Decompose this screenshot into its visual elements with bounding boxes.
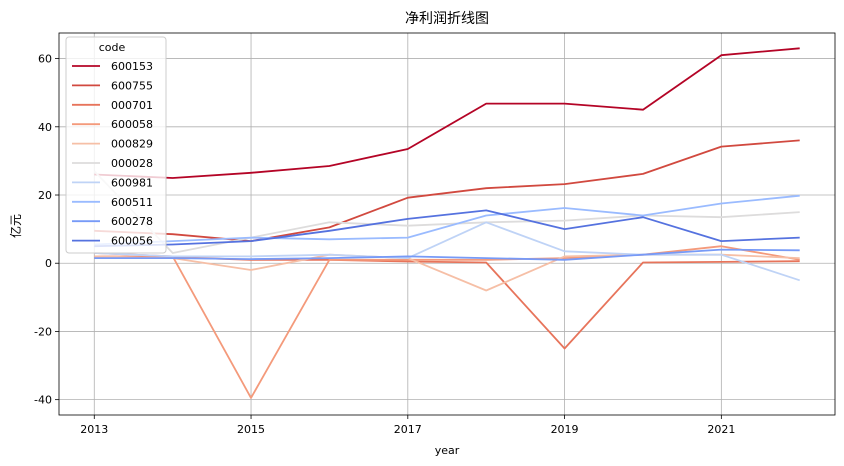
legend-entry-600056: 600056: [111, 235, 153, 248]
legend-entry-000028: 000028: [111, 157, 153, 170]
series-line-600511: [94, 194, 800, 246]
y-tick-label: -40: [34, 394, 52, 407]
series-line-600056: [94, 209, 800, 248]
series-line-600755: [94, 139, 800, 243]
legend-entry-600058: 600058: [111, 118, 153, 131]
y-tick-label: 60: [38, 53, 52, 66]
legend-entry-000829: 000829: [111, 138, 153, 151]
series-line-000701: [94, 255, 800, 350]
plot-frame: [58, 32, 836, 416]
legend-title: code: [99, 41, 126, 54]
legend-entry-600511: 600511: [111, 196, 153, 209]
series-line-000028: [93, 170, 800, 254]
legend: code 600153 600755 000701 600058 000829 000028…: [65, 36, 167, 254]
legend-entry-600153: 600153: [111, 60, 153, 73]
y-tick-label: 40: [38, 121, 52, 134]
series-lines: [93, 47, 800, 399]
x-tick-label: 2017: [394, 423, 422, 436]
y-tick-label: 0: [45, 257, 52, 270]
legend-entry-600278: 600278: [111, 215, 153, 228]
x-axis-label: year: [435, 444, 460, 457]
series-line-600981: [94, 221, 800, 282]
x-tick-label: 2019: [551, 423, 579, 436]
grid-lines: [59, 33, 835, 415]
x-tick-label: 2013: [80, 423, 108, 436]
series-line-600278: [94, 248, 800, 261]
legend-entry-000701: 000701: [111, 99, 153, 112]
chart-title: 净利润折线图: [405, 11, 489, 27]
x-tick-label: 2021: [707, 423, 735, 436]
y-axis-label: 亿元: [8, 214, 23, 238]
axes: 2013 2015 2017 2019 2021 -40 -20 0 20 40 60: [34, 32, 836, 436]
legend-entry-600981: 600981: [111, 176, 153, 189]
series-line-600058: [94, 245, 800, 399]
legend-box: [65, 36, 167, 254]
legend-entry-600755: 600755: [111, 79, 153, 92]
series-line-600153: [94, 47, 800, 179]
y-tick-label: -20: [34, 325, 52, 338]
x-tick-label: 2015: [237, 423, 265, 436]
y-tick-label: 20: [38, 189, 52, 202]
